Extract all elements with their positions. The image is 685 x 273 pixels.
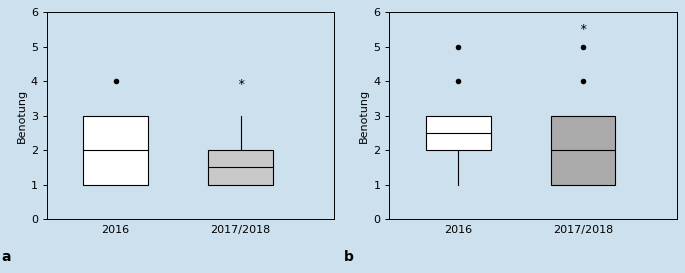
- Text: *: *: [237, 78, 245, 91]
- Text: b: b: [343, 250, 353, 264]
- Y-axis label: Benotung: Benotung: [359, 89, 369, 143]
- Y-axis label: Benotung: Benotung: [16, 89, 27, 143]
- Bar: [551, 116, 616, 185]
- Bar: [425, 116, 490, 150]
- Text: *: *: [580, 23, 587, 36]
- Bar: [208, 150, 273, 185]
- Text: a: a: [1, 250, 10, 264]
- Bar: [83, 116, 148, 185]
